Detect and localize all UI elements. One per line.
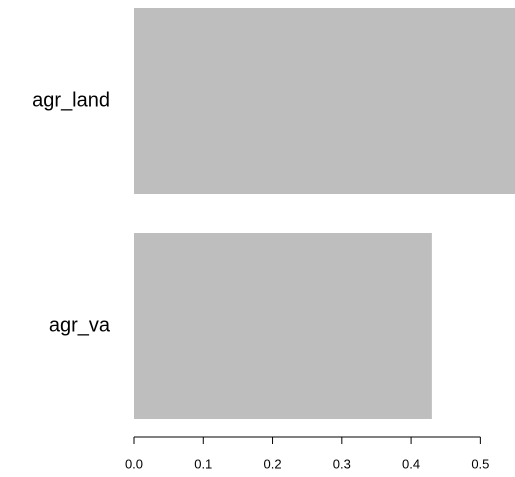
x-tick-label: 0.5	[471, 456, 489, 471]
bar	[134, 233, 432, 419]
x-tick-label: 0.2	[264, 456, 282, 471]
bar	[134, 8, 515, 194]
x-tick-label: 0.4	[402, 456, 420, 471]
x-tick-label: 0.1	[194, 456, 212, 471]
x-tick-label: 0.3	[333, 456, 351, 471]
category-label: agr_land	[32, 89, 110, 111]
category-label: agr_va	[49, 314, 111, 336]
x-tick-label: 0.0	[125, 456, 143, 471]
